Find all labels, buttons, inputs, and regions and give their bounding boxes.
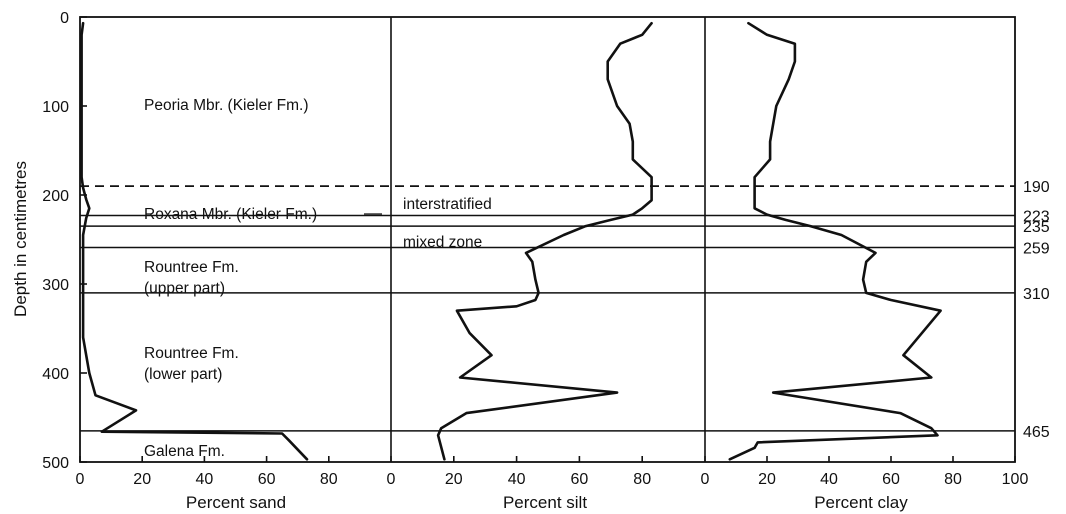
x-tick-label-p1-40: 40 [508,471,526,488]
x-tick-label-p0-20: 20 [133,471,151,488]
y-tick-label-200: 200 [42,188,69,205]
x-tick-label-p1-60: 60 [571,471,589,488]
x-axis-title-sand: Percent sand [186,493,286,512]
x-tick-label-p0-40: 40 [196,471,214,488]
annotation-rountree-lower-line2: (lower part) [144,366,222,383]
x-tick-label-p2-0: 0 [701,471,710,488]
annotation-interstratified: interstratified [403,196,492,213]
x-tick-label-p1-20: 20 [445,471,463,488]
y-tick-label-500: 500 [42,455,69,472]
x-tick-label-p2-80: 80 [944,471,962,488]
boundary-label-465: 465 [1023,424,1050,441]
x-tick-label-p0-80: 80 [320,471,338,488]
boundary-label-310: 310 [1023,286,1050,303]
y-tick-label-400: 400 [42,366,69,383]
x-tick-label-p1-80: 80 [633,471,651,488]
x-tick-label-p1-0: 0 [387,471,396,488]
annotation-roxana: Roxana Mbr. (Kieler Fm.) [144,206,317,223]
x-axis-title-clay: Percent clay [814,493,908,512]
y-tick-label-0: 0 [60,10,69,27]
y-axis-title: Depth in centimetres [11,161,30,317]
curve-percent-clay [728,21,942,461]
curve-percent-sand [80,21,309,461]
annotation-peoria: Peoria Mbr. (Kieler Fm.) [144,97,309,114]
annotation-mixed-zone: mixed zone [403,234,482,251]
curve-percent-silt [436,21,653,461]
data-curves [80,21,942,461]
x-tick-label-p0-60: 60 [258,471,276,488]
annotation-rountree-upper-line2: (upper part) [144,280,225,297]
x-tick-label-p2-100: 100 [1002,471,1029,488]
annotation-rountree-upper-line1: Rountree Fm. [144,259,239,276]
x-tick-label-p2-20: 20 [758,471,776,488]
x-tick-label-p2-60: 60 [882,471,900,488]
y-tick-label-100: 100 [42,99,69,116]
boundary-label-259: 259 [1023,241,1050,258]
x-tick-label-p0-0: 0 [76,471,85,488]
annotation-galena: Galena Fm. [144,443,225,460]
boundary-label-223: 223 [1023,208,1050,225]
x-tick-label-p2-40: 40 [820,471,838,488]
y-tick-label-300: 300 [42,277,69,294]
boundary-label-235: 235 [1023,219,1050,236]
x-axis-title-silt: Percent silt [503,493,587,512]
annotation-rountree-lower-line1: Rountree Fm. [144,345,239,362]
plot-frame [79,16,1016,463]
boundary-label-190: 190 [1023,179,1050,196]
axis-ticks: 0 100 200 300 400 500 0 20 40 60 80 0 20 40 60 80 0 20 40 6… [42,10,1028,488]
